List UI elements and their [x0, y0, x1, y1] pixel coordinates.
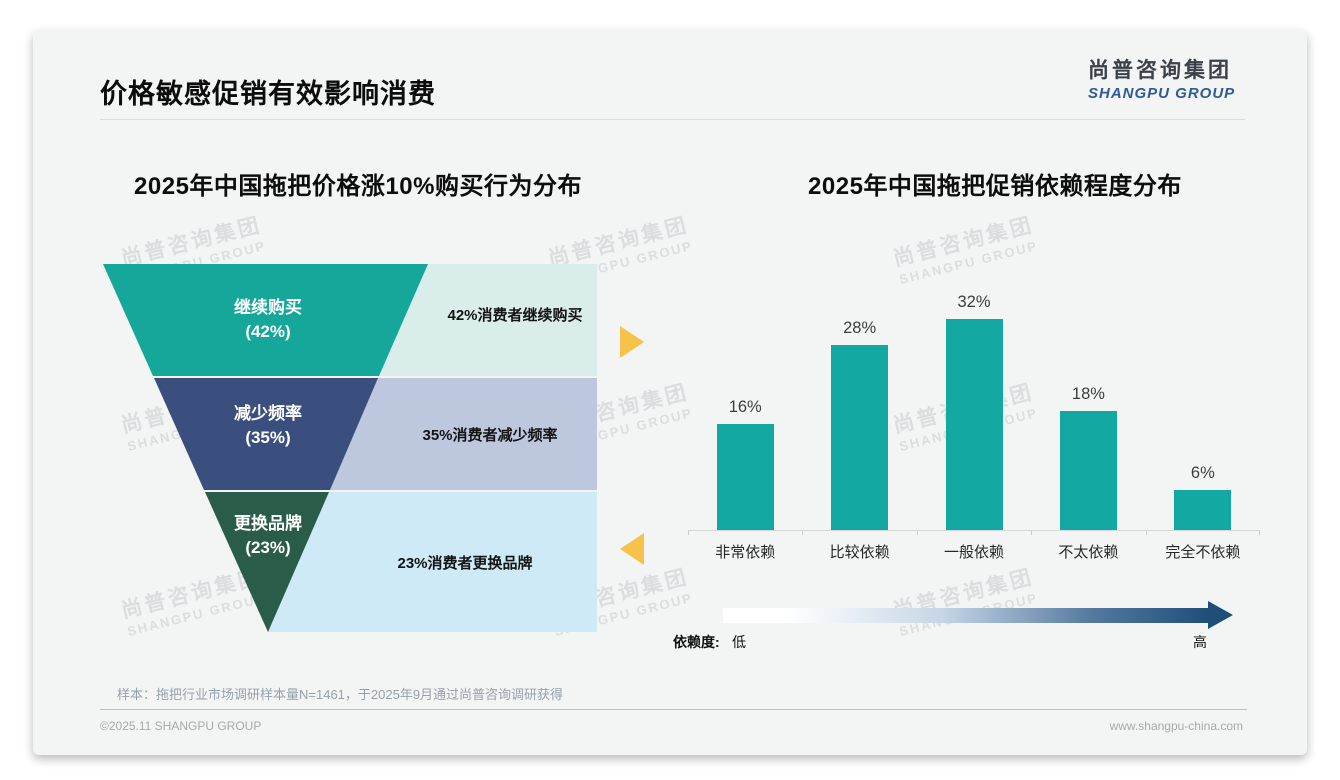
bar-column: 32% [917, 293, 1031, 530]
bar-category-label: 非常依赖 [715, 544, 776, 561]
bar [716, 424, 774, 530]
bar-category-label: 完全不依赖 [1165, 544, 1241, 561]
axis-tick [688, 531, 689, 535]
logo-en-text: SHANGPU GROUP [1088, 85, 1236, 102]
bar-value-label: 6% [1190, 464, 1215, 482]
funnel-chart: 继续购买 (42%) 减少频率 (35%) 更换品牌 (23%) 42%消费者继… [103, 264, 597, 632]
title-underline [100, 119, 1245, 120]
bar-category-label: 不太依赖 [1058, 544, 1119, 561]
funnel-segment-label-2: 减少频率 (35%) [103, 402, 433, 450]
dependency-arrowhead-icon [1208, 601, 1233, 629]
bar-category-labels: 非常依赖 比较依赖 一般依赖 不太依赖 完全不依赖 [688, 541, 1260, 562]
funnel-desc-text-1: 42%消费者继续购买 [447, 306, 583, 324]
bar [1059, 411, 1117, 530]
footer-divider [100, 709, 1247, 710]
accent-arrow-right-icon [620, 326, 644, 358]
dependency-high-label: 高 [1193, 634, 1207, 650]
axis-tick [1259, 531, 1260, 535]
funnel-segment-1 [103, 264, 428, 376]
funnel-value-2: (35%) [245, 427, 291, 447]
slide-content: 价格敏感促销有效影响消费 尚普咨询集团 SHANGPU GROUP 2025年中… [33, 30, 1307, 755]
funnel-desc-text-3: 23%消费者更换品牌 [397, 554, 533, 572]
funnel-segment-3 [205, 492, 329, 632]
bar-column: 28% [802, 319, 916, 530]
funnel-shape [103, 264, 428, 632]
bar-value-label: 28% [843, 319, 877, 337]
logo-cn-text: 尚普咨询集团 [1088, 59, 1232, 82]
slide-card: 尚普咨询集团 SHANGPU GROUP 尚普咨询集团 SHANGPU GROUP 尚普… [33, 30, 1307, 755]
funnel-segment-2 [154, 378, 378, 490]
bar-value-label: 32% [957, 293, 991, 311]
funnel-chart-title: 2025年中国拖把价格涨10%购买行为分布 [134, 173, 582, 200]
company-logo: 尚普咨询集团 SHANGPU GROUP [1088, 54, 1235, 102]
axis-tick [802, 531, 803, 535]
bar-chart-title: 2025年中国拖把促销依赖程度分布 [808, 173, 1182, 200]
axis-tick [917, 531, 918, 535]
page-title: 价格敏感促销有效影响消费 [100, 79, 436, 109]
funnel-segment-label-3: 更换品牌 (23%) [103, 512, 433, 560]
axis-tick [1031, 531, 1032, 535]
funnel-category-2: 减少频率 [234, 404, 302, 423]
funnel-desc-text-2: 35%消费者减少频率 [422, 426, 558, 444]
bar-column: 16% [688, 398, 802, 530]
bar-value-label: 18% [1071, 385, 1105, 403]
dependency-axis-label: 依赖度: [673, 634, 720, 650]
funnel-value-1: (42%) [245, 321, 291, 341]
funnel-desc-box-3 [268, 492, 597, 632]
bar [945, 319, 1003, 530]
bar-column: 18% [1031, 385, 1145, 530]
bar [1174, 490, 1232, 530]
bar-category-label: 比较依赖 [829, 544, 890, 561]
funnel-value-3: (23%) [245, 537, 291, 557]
accent-arrow-left-icon [620, 533, 644, 565]
sample-note: 样本：拖把行业市场调研样本量N=1461，于2025年9月通过尚普咨询调研获得 [117, 687, 564, 702]
bar-category-label: 一般依赖 [944, 544, 1005, 561]
bar-plot: 16% 28% 32% 18% 6% [688, 288, 1260, 530]
bar-column: 6% [1146, 464, 1260, 530]
funnel-category-3: 更换品牌 [234, 514, 302, 533]
bar-axis-line [688, 530, 1260, 535]
dependency-low-label: 低 [732, 634, 746, 650]
funnel-category-1: 继续购买 [234, 298, 302, 317]
footer-copyright: ©2025.11 SHANGPU GROUP [100, 719, 262, 733]
bar [831, 345, 889, 530]
footer-website: www.shangpu-china.com [1109, 719, 1243, 733]
dependency-gradient-arrow [723, 608, 1209, 623]
bar-value-label: 16% [728, 398, 762, 416]
funnel-segment-label-1: 继续购买 (42%) [103, 296, 433, 344]
axis-tick [1146, 531, 1147, 535]
